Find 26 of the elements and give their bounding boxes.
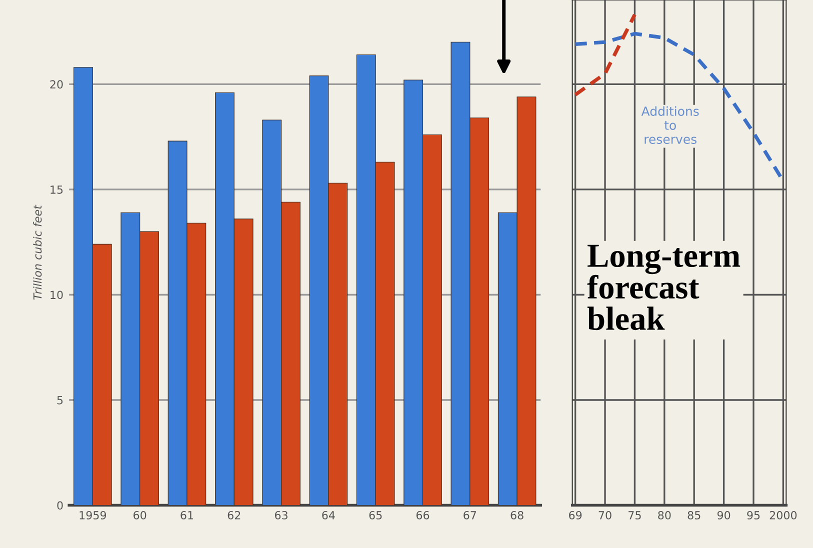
y-tick-label: 0 [57, 501, 63, 510]
x-tick-label: 62 [228, 511, 240, 520]
x-tick-label: 90 [717, 511, 730, 520]
x-tick-label: 80 [658, 511, 671, 520]
x-tick-label: 75 [628, 511, 641, 520]
x-tick-label: 1959 [80, 511, 106, 520]
y-axis-title: Trillion cubic feet [33, 204, 42, 300]
x-tick-label: 95 [747, 511, 760, 520]
x-tick-label: 64 [322, 511, 335, 520]
annotation: Long-term forecast bleak [587, 244, 740, 330]
x-tick-label: 85 [688, 511, 700, 520]
x-tick-label: 69 [569, 511, 582, 520]
y-tick-label: 10 [50, 290, 63, 300]
x-tick-label: 61 [180, 511, 194, 520]
y-tick-label: 15 [50, 186, 63, 194]
x-tick-label: 67 [464, 511, 476, 520]
x-tick-label: 2000 [770, 511, 797, 520]
x-tick-label: 70 [598, 511, 612, 520]
x-tick-label: 63 [275, 511, 288, 520]
x-tick-label: 66 [416, 511, 430, 520]
y-tick-label: 20 [50, 80, 63, 89]
y-tick-label: 5 [57, 396, 63, 404]
text: Additions to reserves [641, 106, 699, 144]
x-tick-label: 60 [134, 511, 146, 520]
x-tick-label: 65 [369, 511, 382, 520]
x-tick-label: 68 [510, 511, 524, 520]
